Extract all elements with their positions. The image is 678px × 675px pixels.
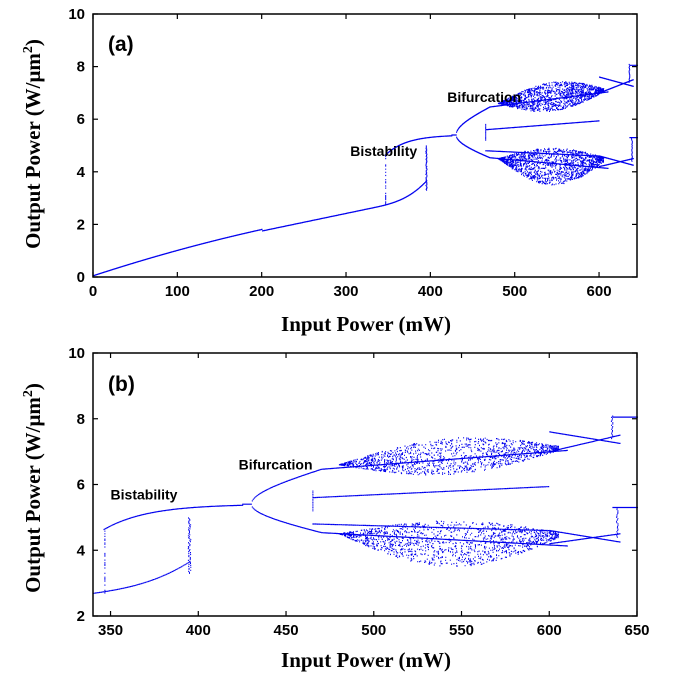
x-tick-label: 200 (249, 283, 274, 300)
y-tick-label: 0 (77, 269, 85, 286)
panel-b-annotation-bistability: Bistability (111, 486, 178, 502)
panel-b-annotation-bifurcation: Bifurcation (239, 457, 313, 473)
x-tick-label: 600 (587, 283, 612, 300)
panel-a-label: (a) (108, 33, 134, 56)
panel-b-points (93, 415, 638, 594)
x-tick-label: 400 (186, 622, 211, 639)
x-tick-label: 600 (537, 622, 562, 639)
panel-a-frame (92, 13, 638, 278)
x-tick-label: 500 (502, 283, 527, 300)
panel-b-frame (92, 352, 638, 617)
panel-b-label: (b) (108, 373, 135, 396)
panel-b-x-axis-label: Input Power (mW) (281, 648, 451, 672)
y-tick-label: 4 (77, 542, 86, 559)
y-tick-label: 2 (77, 608, 85, 625)
x-tick-label: 650 (624, 622, 649, 639)
panel-a-x-ticks: 0 100 200 300 400 500 600 (89, 14, 612, 300)
y-tick-label: 10 (68, 6, 85, 23)
x-tick-label: 350 (98, 622, 123, 639)
x-tick-label: 450 (274, 622, 299, 639)
x-tick-label: 300 (334, 283, 359, 300)
y-tick-label: 10 (68, 345, 85, 362)
x-tick-label: 500 (361, 622, 386, 639)
x-tick-label: 0 (89, 283, 97, 300)
panel-a-annotation-bistability: Bistability (350, 143, 417, 159)
y-tick-label: 6 (77, 111, 85, 128)
x-tick-label: 550 (449, 622, 474, 639)
panel-a: 0 100 200 300 400 500 600 0 2 4 6 8 10 (a) Bistabil… (21, 6, 638, 336)
panel-a-annotation-bifurcation: Bifurcation (447, 89, 521, 105)
panel-a-y-ticks: 0 2 4 6 8 10 (68, 6, 637, 286)
panel-b-y-axis-label: Output Power (W/μm2) (21, 383, 45, 593)
panel-a-points (93, 63, 638, 277)
y-tick-label: 2 (77, 216, 85, 233)
y-tick-label: 8 (77, 411, 85, 428)
data-points (93, 63, 638, 277)
panel-b-x-ticks: 350 400 450 500 550 600 650 (98, 353, 650, 639)
panel-b: 350 400 450 500 550 600 650 2 4 6 8 10 (b) Bistabi… (21, 345, 650, 672)
x-tick-label: 400 (418, 283, 443, 300)
panel-a-y-axis-label: Output Power (W/μm2) (21, 39, 45, 249)
x-tick-label: 100 (165, 283, 190, 300)
panel-a-x-axis-label: Input Power (mW) (281, 312, 451, 336)
y-tick-label: 6 (77, 477, 85, 494)
panel-b-y-ticks: 2 4 6 8 10 (68, 345, 637, 625)
y-tick-label: 8 (77, 59, 85, 76)
y-tick-label: 4 (77, 164, 86, 181)
data-points (93, 415, 638, 594)
